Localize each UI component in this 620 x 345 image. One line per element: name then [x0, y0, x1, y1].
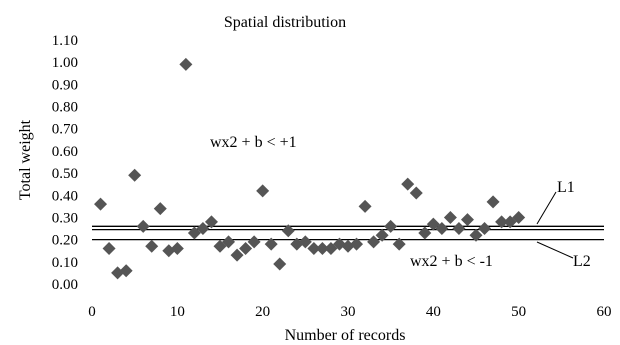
data-point — [460, 213, 474, 227]
data-point — [469, 228, 483, 242]
y-tick-label: 0.60 — [52, 144, 78, 160]
data-point — [153, 202, 167, 216]
data-point — [307, 242, 321, 256]
data-point — [204, 215, 218, 229]
x-tick-label: 20 — [255, 304, 270, 320]
data-point — [170, 242, 184, 256]
data-point — [418, 226, 432, 240]
data-point — [401, 177, 415, 191]
data-point — [239, 242, 253, 256]
x-tick-label: 60 — [597, 304, 612, 320]
data-point — [384, 219, 398, 233]
l2-callout-line — [536, 241, 574, 259]
data-point — [315, 242, 329, 256]
data-point — [136, 219, 150, 233]
data-point — [281, 224, 295, 238]
data-point — [478, 222, 492, 236]
data-point — [179, 57, 193, 71]
data-point — [273, 257, 287, 271]
l1-callout-line — [536, 191, 557, 225]
x-tick-label: 40 — [426, 304, 441, 320]
annotation-l2: L2 — [573, 253, 591, 270]
y-tick-label: 0.80 — [52, 100, 78, 116]
data-point — [367, 235, 381, 249]
data-point — [247, 235, 261, 249]
y-tick-label: 0.70 — [52, 122, 78, 138]
y-tick-label: 0.40 — [52, 188, 78, 204]
data-points — [94, 57, 526, 280]
data-point — [350, 237, 364, 251]
data-point — [495, 215, 509, 229]
annotation-upper: wx2 + b < +1 — [210, 134, 297, 151]
data-point — [486, 195, 500, 209]
reference-lines — [92, 225, 604, 241]
data-point — [196, 222, 210, 236]
y-tick-label: 0.50 — [52, 166, 78, 182]
data-point — [298, 235, 312, 249]
x-axis-ticks: 0 10 20 30 40 50 60 — [88, 304, 611, 320]
y-tick-label: 1.10 — [52, 33, 78, 49]
data-point — [119, 264, 133, 278]
data-point — [358, 199, 372, 213]
y-tick-label: 0.90 — [52, 77, 78, 93]
chart-title: Spatial distribution — [224, 14, 346, 31]
data-point — [102, 242, 116, 256]
data-point — [128, 168, 142, 182]
data-point — [264, 237, 278, 251]
y-axis-ticks: 0.00 0.10 0.20 0.30 0.40 0.50 0.60 0.70 0.80 0.90… — [52, 33, 78, 293]
y-axis-label: Total weight — [17, 119, 34, 200]
data-point — [512, 210, 526, 224]
data-point — [452, 222, 466, 236]
x-tick-label: 0 — [88, 304, 96, 320]
data-point — [435, 222, 449, 236]
data-point — [503, 215, 517, 229]
data-point — [443, 210, 457, 224]
y-tick-label: 1.00 — [52, 55, 78, 71]
data-point — [375, 228, 389, 242]
data-point — [256, 184, 270, 198]
y-tick-label: 0.00 — [52, 277, 78, 293]
y-tick-label: 0.30 — [52, 210, 78, 226]
x-axis-label: Number of records — [285, 327, 406, 344]
x-tick-label: 50 — [511, 304, 526, 320]
x-tick-label: 10 — [170, 304, 185, 320]
annotation-l1: L1 — [557, 179, 575, 196]
data-point — [392, 237, 406, 251]
data-point — [409, 186, 423, 200]
y-tick-label: 0.10 — [52, 255, 78, 271]
data-point — [222, 235, 236, 249]
x-tick-label: 30 — [341, 304, 356, 320]
data-point — [94, 197, 108, 211]
y-tick-label: 0.20 — [52, 233, 78, 249]
data-point — [145, 239, 159, 253]
annotation-lower: wx2 + b < -1 — [410, 253, 493, 270]
data-point — [230, 248, 244, 262]
